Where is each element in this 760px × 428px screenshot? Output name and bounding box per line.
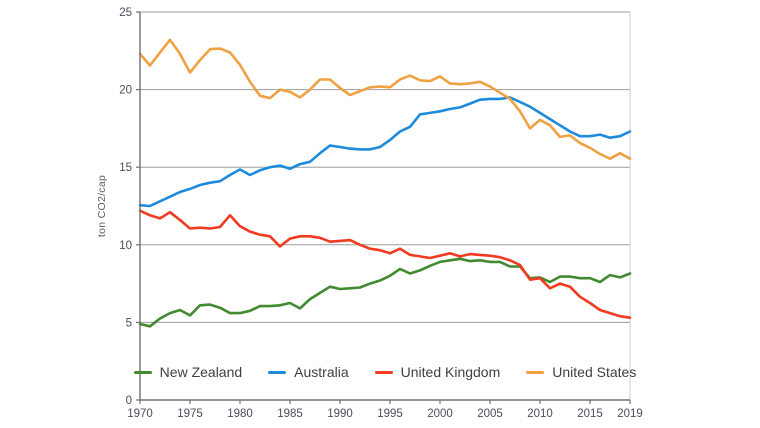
series-line-united-kingdom bbox=[138, 209, 632, 320]
legend-swatch-new-zealand bbox=[133, 370, 152, 374]
legend-item-united-states[interactable]: United States bbox=[526, 364, 636, 380]
x-tick-label-1985: 1985 bbox=[277, 408, 303, 420]
series-line-australia bbox=[138, 96, 632, 208]
x-tick-label-1980: 1980 bbox=[227, 408, 253, 420]
x-tick-label-1975: 1975 bbox=[177, 408, 203, 420]
legend-label-new-zealand: New Zealand bbox=[159, 364, 243, 380]
series-line-united-states bbox=[138, 38, 632, 160]
legend-label-united-states: United States bbox=[552, 364, 637, 380]
x-tick-label-2010: 2010 bbox=[527, 408, 553, 420]
y-tick-label-5: 5 bbox=[126, 317, 132, 329]
y-tick-label-0: 0 bbox=[126, 395, 132, 407]
legend-swatch-australia bbox=[268, 370, 287, 374]
x-tick-label-2019: 2019 bbox=[617, 408, 643, 420]
x-tick-label-1990: 1990 bbox=[327, 408, 353, 420]
x-tick-label-1995: 1995 bbox=[377, 408, 403, 420]
x-tick-label-2015: 2015 bbox=[577, 408, 603, 420]
y-tick-label-25: 25 bbox=[119, 7, 132, 19]
y-tick-label-15: 15 bbox=[119, 162, 132, 174]
x-tick-label-1970: 1970 bbox=[127, 408, 153, 420]
legend-label-united-kingdom: United Kingdom bbox=[400, 364, 501, 380]
y-tick-label-10: 10 bbox=[119, 240, 132, 252]
legend-item-australia[interactable]: Australia bbox=[268, 364, 349, 380]
legend-label-australia: Australia bbox=[294, 364, 349, 380]
chart-legend: New Zealand Australia United Kingdom United… bbox=[133, 360, 636, 384]
legend-item-united-kingdom[interactable]: United Kingdom bbox=[374, 364, 501, 380]
x-tick-label-2000: 2000 bbox=[427, 408, 453, 420]
series-line-new-zealand bbox=[138, 257, 632, 328]
x-tick-label-2005: 2005 bbox=[477, 408, 503, 420]
y-axis-label: ton CO2/cap bbox=[96, 174, 108, 238]
legend-swatch-united-states bbox=[526, 370, 545, 374]
legend-item-new-zealand[interactable]: New Zealand bbox=[133, 364, 243, 380]
y-tick-label-20: 20 bbox=[119, 85, 132, 97]
legend-swatch-united-kingdom bbox=[374, 370, 393, 374]
